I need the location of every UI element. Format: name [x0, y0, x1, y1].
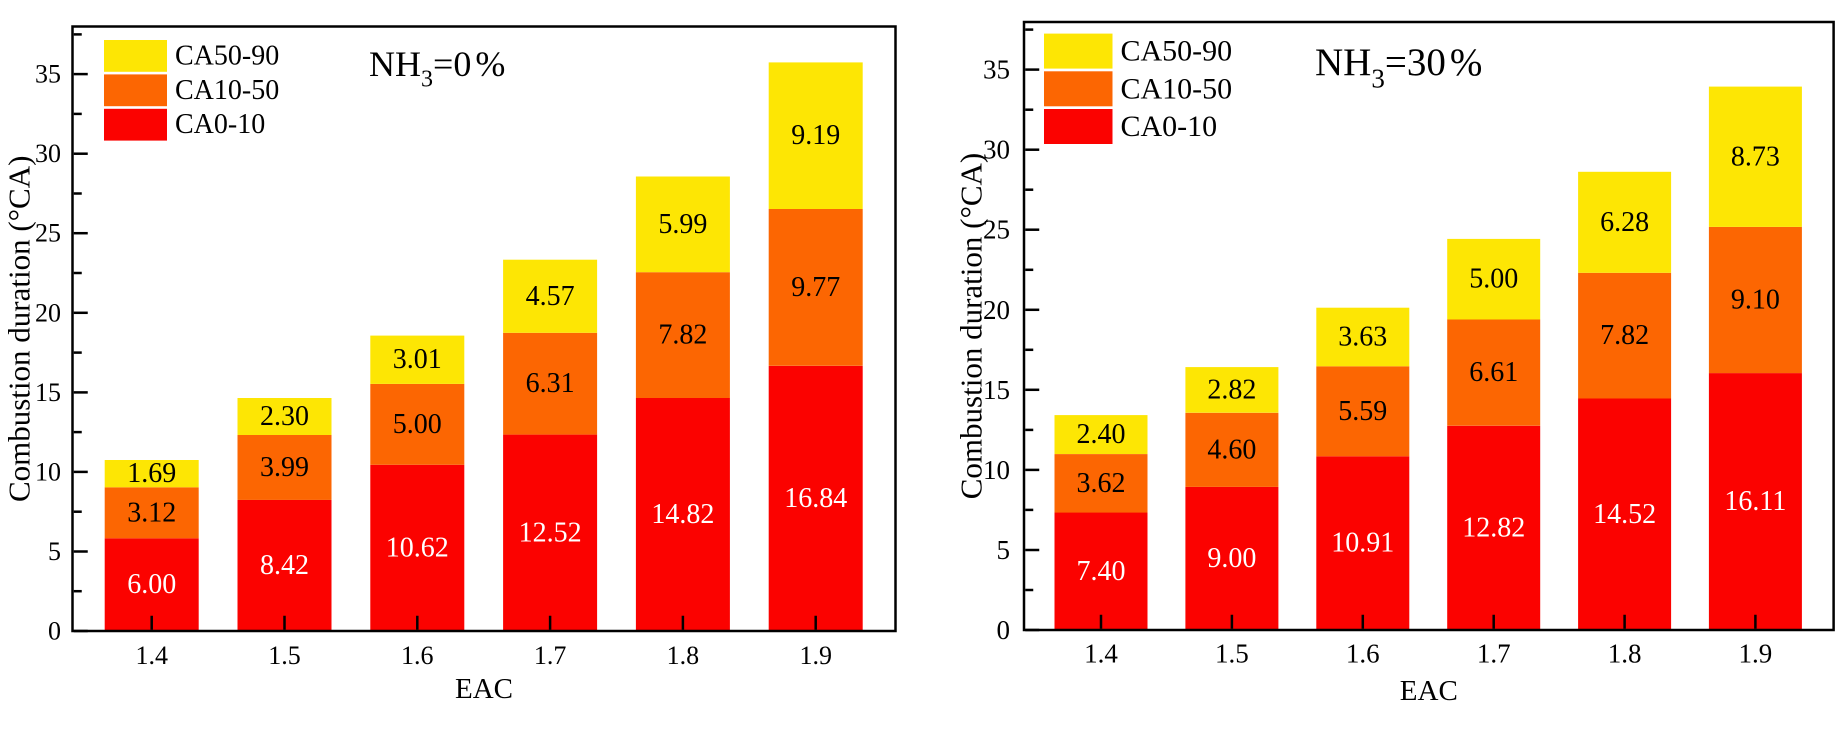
svg-text:8.73: 8.73 — [1731, 141, 1780, 172]
svg-text:1.5: 1.5 — [1215, 639, 1249, 669]
svg-text:1.9: 1.9 — [799, 641, 832, 670]
svg-text:CA10-50: CA10-50 — [1121, 72, 1233, 105]
svg-text:25: 25 — [35, 219, 61, 248]
svg-text:1.6: 1.6 — [1346, 639, 1380, 669]
svg-text:CA0-10: CA0-10 — [1121, 110, 1218, 143]
svg-text:6.61: 6.61 — [1469, 357, 1518, 388]
svg-text:2.30: 2.30 — [260, 401, 309, 432]
svg-text:EAC: EAC — [455, 673, 513, 705]
svg-text:CA50-90: CA50-90 — [1121, 35, 1233, 68]
svg-text:25: 25 — [983, 215, 1010, 245]
svg-text:8.42: 8.42 — [260, 550, 309, 581]
svg-text:9.19: 9.19 — [791, 120, 840, 151]
svg-text:6.28: 6.28 — [1600, 207, 1649, 238]
svg-text:1.4: 1.4 — [1084, 639, 1118, 669]
svg-text:CA10-50: CA10-50 — [175, 75, 279, 106]
svg-text:7.40: 7.40 — [1077, 556, 1126, 587]
svg-text:9.77: 9.77 — [791, 272, 840, 303]
svg-text:9.10: 9.10 — [1731, 285, 1780, 316]
svg-text:3.63: 3.63 — [1338, 322, 1387, 353]
svg-text:14.82: 14.82 — [651, 499, 714, 530]
svg-text:7.82: 7.82 — [658, 320, 707, 351]
svg-text:EAC: EAC — [1400, 675, 1458, 707]
svg-text:6.31: 6.31 — [526, 368, 575, 399]
svg-text:15: 15 — [983, 375, 1010, 405]
svg-text:10: 10 — [983, 455, 1010, 485]
svg-text:5.00: 5.00 — [393, 409, 442, 440]
svg-text:CA50-90: CA50-90 — [175, 40, 279, 71]
svg-text:30: 30 — [983, 135, 1010, 165]
svg-text:14.52: 14.52 — [1593, 499, 1656, 530]
svg-text:7.82: 7.82 — [1600, 320, 1649, 351]
svg-text:20: 20 — [983, 295, 1010, 325]
svg-text:1.8: 1.8 — [667, 641, 700, 670]
svg-text:16.84: 16.84 — [784, 483, 847, 514]
svg-text:10: 10 — [35, 457, 61, 486]
svg-text:10.91: 10.91 — [1331, 528, 1394, 559]
svg-text:2.40: 2.40 — [1077, 419, 1126, 450]
svg-text:3.01: 3.01 — [393, 344, 442, 375]
svg-text:0: 0 — [48, 617, 61, 646]
svg-text:20: 20 — [35, 298, 61, 327]
svg-text:10.62: 10.62 — [386, 532, 449, 563]
svg-text:5: 5 — [997, 535, 1011, 565]
svg-text:12.82: 12.82 — [1462, 512, 1525, 543]
svg-text:1.9: 1.9 — [1739, 639, 1773, 669]
svg-text:1.4: 1.4 — [135, 641, 168, 670]
svg-text:1.7: 1.7 — [534, 641, 567, 670]
svg-text:9.00: 9.00 — [1207, 543, 1256, 574]
svg-text:1.6: 1.6 — [401, 641, 434, 670]
svg-text:16.11: 16.11 — [1724, 486, 1786, 517]
svg-text:35: 35 — [983, 55, 1010, 85]
svg-text:Combustion duration (°CA): Combustion duration (°CA) — [2, 156, 37, 503]
svg-text:5.00: 5.00 — [1469, 264, 1518, 295]
svg-text:Combustion duration (°CA): Combustion duration (°CA) — [954, 153, 989, 500]
svg-text:3.99: 3.99 — [260, 452, 309, 483]
svg-text:2.82: 2.82 — [1207, 374, 1256, 405]
svg-text:1.69: 1.69 — [127, 458, 176, 489]
svg-text:4.60: 4.60 — [1207, 434, 1256, 465]
svg-text:0: 0 — [997, 615, 1011, 645]
svg-text:15: 15 — [35, 378, 61, 407]
svg-text:5.59: 5.59 — [1338, 396, 1387, 427]
svg-text:12.52: 12.52 — [519, 517, 582, 548]
svg-text:30: 30 — [35, 139, 61, 168]
svg-text:1.8: 1.8 — [1608, 639, 1642, 669]
svg-text:1.5: 1.5 — [268, 641, 301, 670]
svg-text:5.99: 5.99 — [658, 209, 707, 240]
svg-text:3.62: 3.62 — [1077, 468, 1126, 499]
svg-text:3.12: 3.12 — [127, 497, 176, 528]
svg-text:5: 5 — [48, 537, 61, 566]
svg-text:CA0-10: CA0-10 — [175, 109, 265, 140]
svg-text:1.7: 1.7 — [1477, 639, 1511, 669]
svg-text:35: 35 — [35, 60, 61, 89]
svg-text:4.57: 4.57 — [526, 281, 575, 312]
svg-text:6.00: 6.00 — [127, 569, 176, 600]
